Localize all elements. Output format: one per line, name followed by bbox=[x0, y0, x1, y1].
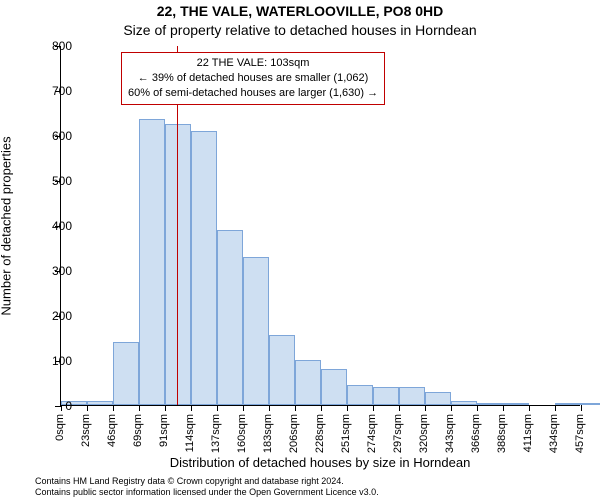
histogram-bar bbox=[243, 257, 269, 406]
histogram-bar bbox=[295, 360, 321, 405]
x-tick bbox=[61, 405, 62, 411]
x-tick bbox=[477, 405, 478, 411]
x-tick bbox=[373, 405, 374, 411]
x-tick-label: 183sqm bbox=[262, 414, 274, 453]
y-tick-label: 100 bbox=[52, 354, 72, 368]
x-tick bbox=[217, 405, 218, 411]
histogram-bar bbox=[87, 401, 113, 406]
histogram-bar bbox=[555, 403, 581, 405]
chart-title-address: 22, THE VALE, WATERLOOVILLE, PO8 0HD bbox=[0, 3, 600, 19]
y-tick-label: 500 bbox=[52, 174, 72, 188]
x-tick bbox=[165, 405, 166, 411]
x-tick-label: 206sqm bbox=[288, 414, 300, 453]
x-tick-label: 69sqm bbox=[132, 414, 144, 447]
x-axis-label: Distribution of detached houses by size … bbox=[60, 455, 580, 470]
x-tick-label: 343sqm bbox=[444, 414, 456, 453]
y-tick-label: 800 bbox=[52, 39, 72, 53]
annotation-line-3: 60% of semi-detached houses are larger (… bbox=[128, 86, 378, 101]
histogram-bar bbox=[321, 369, 347, 405]
footer-line-2: Contains public sector information licen… bbox=[35, 487, 379, 498]
x-tick-label: 0sqm bbox=[54, 414, 66, 441]
x-tick-label: 320sqm bbox=[418, 414, 430, 453]
x-tick-label: 23sqm bbox=[80, 414, 92, 447]
y-tick-label: 0 bbox=[65, 399, 72, 413]
histogram-bar bbox=[373, 387, 399, 405]
y-axis-label: Number of detached properties bbox=[0, 136, 14, 315]
y-tick-label: 400 bbox=[52, 219, 72, 233]
histogram-bar bbox=[451, 401, 477, 406]
x-tick-label: 251sqm bbox=[340, 414, 352, 453]
x-tick bbox=[113, 405, 114, 411]
annotation-line-2: ← 39% of detached houses are smaller (1,… bbox=[128, 71, 378, 86]
chart-title-subtitle: Size of property relative to detached ho… bbox=[0, 22, 600, 38]
x-tick-label: 46sqm bbox=[106, 414, 118, 447]
chart-footer: Contains HM Land Registry data © Crown c… bbox=[35, 476, 379, 498]
x-tick-label: 274sqm bbox=[366, 414, 378, 453]
annotation-box: 22 THE VALE: 103sqm← 39% of detached hou… bbox=[121, 52, 385, 105]
x-tick bbox=[425, 405, 426, 411]
x-tick bbox=[399, 405, 400, 411]
x-tick bbox=[139, 405, 140, 411]
histogram-bar bbox=[503, 403, 529, 405]
histogram-bar bbox=[399, 387, 425, 405]
x-tick-label: 388sqm bbox=[496, 414, 508, 453]
x-tick-label: 228sqm bbox=[314, 414, 326, 453]
histogram-bar bbox=[269, 335, 295, 405]
x-tick-label: 137sqm bbox=[210, 414, 222, 453]
x-tick-label: 114sqm bbox=[184, 414, 196, 452]
x-tick-label: 434sqm bbox=[548, 414, 560, 453]
x-tick bbox=[243, 405, 244, 411]
x-tick-label: 366sqm bbox=[470, 414, 482, 453]
histogram-bar bbox=[477, 403, 503, 405]
x-tick bbox=[529, 405, 530, 411]
x-tick bbox=[191, 405, 192, 411]
annotation-line-1: 22 THE VALE: 103sqm bbox=[128, 56, 378, 71]
histogram-bar bbox=[347, 385, 373, 405]
x-tick-label: 457sqm bbox=[574, 414, 586, 453]
x-tick-label: 160sqm bbox=[236, 414, 248, 453]
footer-line-1: Contains HM Land Registry data © Crown c… bbox=[35, 476, 379, 487]
histogram-plot-area: 22 THE VALE: 103sqm← 39% of detached hou… bbox=[60, 46, 580, 406]
y-tick-label: 200 bbox=[52, 309, 72, 323]
y-tick-label: 600 bbox=[52, 129, 72, 143]
histogram-bar bbox=[425, 392, 451, 406]
x-tick-label: 91sqm bbox=[158, 414, 170, 447]
x-tick bbox=[87, 405, 88, 411]
histogram-bar bbox=[581, 403, 600, 405]
histogram-bar bbox=[191, 131, 217, 406]
x-tick bbox=[347, 405, 348, 411]
y-tick-label: 700 bbox=[52, 84, 72, 98]
x-tick bbox=[269, 405, 270, 411]
x-tick bbox=[295, 405, 296, 411]
x-tick bbox=[581, 405, 582, 411]
x-tick-label: 297sqm bbox=[392, 414, 404, 453]
y-tick-label: 300 bbox=[52, 264, 72, 278]
x-tick bbox=[321, 405, 322, 411]
x-tick bbox=[451, 405, 452, 411]
histogram-bar bbox=[113, 342, 139, 405]
x-tick bbox=[555, 405, 556, 411]
x-tick-label: 411sqm bbox=[522, 414, 534, 452]
histogram-bar bbox=[217, 230, 243, 406]
histogram-bar bbox=[139, 119, 165, 405]
x-tick bbox=[503, 405, 504, 411]
